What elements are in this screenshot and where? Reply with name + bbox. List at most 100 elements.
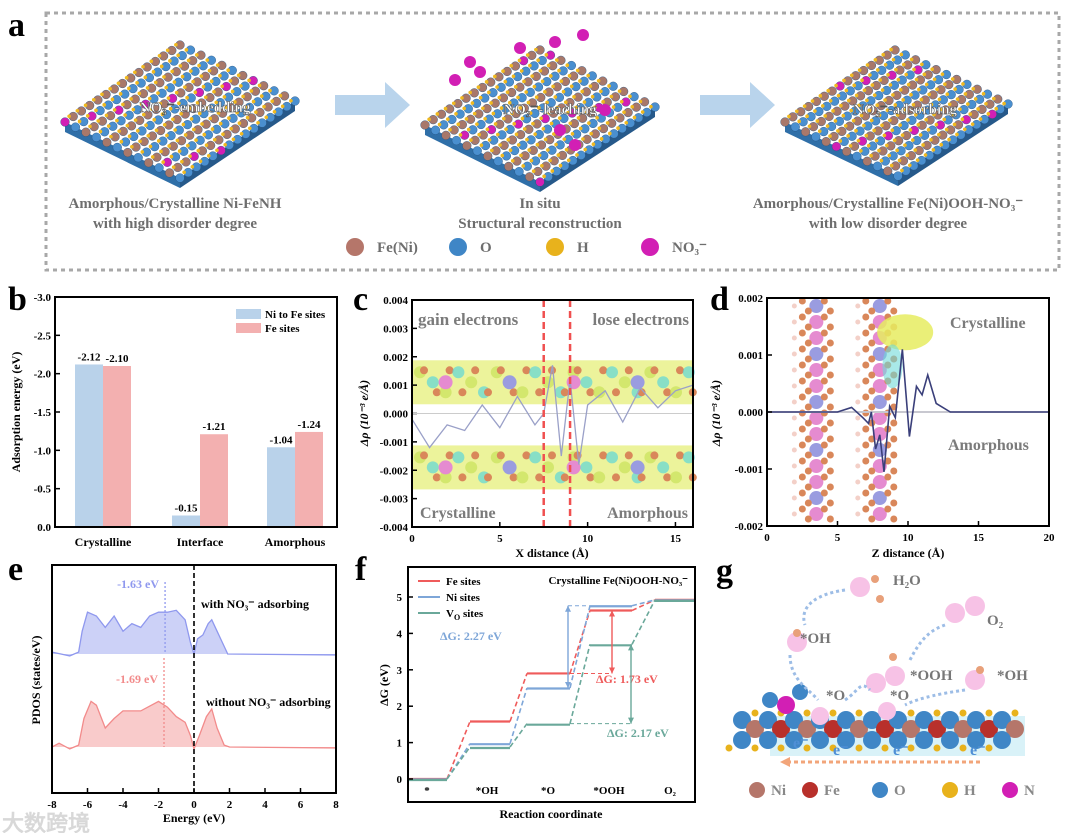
f-xtick-label: * [424,785,430,797]
h-atom [208,116,213,121]
h-atom [188,154,192,158]
h-atom [908,128,913,132]
h-atom [153,80,158,85]
atom [524,172,535,182]
h-atom [256,120,260,125]
h-atom [535,142,540,147]
f-xtick-label: O₂ [664,785,677,797]
h-atom [890,128,895,133]
h-atom [617,89,622,93]
legend-atom-label: O [480,240,492,256]
atom [164,168,175,178]
h-atom [599,89,603,94]
g-o-species [866,673,886,693]
g-label-h2o: H₂O [893,573,921,589]
h-atom [872,93,877,97]
h-atom [75,108,80,113]
h-atom [536,58,540,63]
h-atom [141,64,145,69]
c-atom [663,473,672,482]
e-xtick-label: -8 [47,799,57,811]
g-o-species [965,670,985,690]
atom [70,122,81,132]
g-o-atom [759,731,777,749]
c-atom [420,366,428,375]
g-h-species [876,595,884,603]
h-atom [247,78,251,83]
d-atom [890,451,898,459]
d-atom [804,451,812,459]
g-h-atom [985,709,993,717]
h-atom [899,52,904,57]
h-atom [875,68,880,72]
h-atom [593,105,597,110]
d-atom [884,505,892,513]
d-metal-atom [872,347,887,361]
d-atom [826,355,834,363]
g-h-atom [907,709,915,717]
h-atom [278,93,283,98]
h-atom [554,142,558,147]
h-atom [144,123,148,128]
h-atom [168,59,172,63]
h-atom [889,47,893,52]
h-atom [199,74,204,78]
h-atom [513,85,518,89]
b-ytick-label: -1.0 [34,445,52,457]
d-atom [862,345,870,353]
h-atom [817,129,822,133]
d-atom [826,403,834,411]
h-atom [167,144,171,148]
h-atom [179,111,183,116]
h-atom [161,160,165,164]
b-ytick-label: -2.0 [34,369,52,381]
d-h-atom [855,431,861,437]
d-atom [820,313,828,321]
h-atom [141,112,146,117]
h-atom [83,103,88,108]
f-ylabel: ΔG (eV) [377,664,391,706]
d-atom [826,435,834,443]
h-atom [544,53,549,57]
h-atom [226,68,230,73]
h-atom [206,106,210,110]
atom [451,135,461,146]
h-atom [178,64,183,68]
c-ytick-label: 0.003 [383,323,408,335]
c-metal-atom [630,375,645,390]
h-atom [958,107,962,111]
atom [462,141,472,151]
c-isosurface-blob [529,451,542,464]
h-atom [215,63,220,67]
g-metal-atom [746,720,764,738]
h-atom [849,73,854,78]
h-atom [921,143,925,147]
e-xlabel: Energy (eV) [163,811,225,825]
b-bar-ni [75,364,103,527]
h-atom [846,134,850,138]
h-atom [501,116,506,121]
h-atom [456,122,461,127]
h-atom [546,63,551,68]
g-metal-atom [772,720,790,738]
h-atom [587,121,591,125]
d-atom [826,387,834,395]
d-atom [862,473,870,481]
h-atom [875,103,879,108]
h-atom [539,116,543,121]
h-atom [159,149,163,154]
h-atom [994,106,999,111]
f-arrowhead-icon [565,682,571,688]
h-atom [483,116,487,121]
h-atom [935,87,939,92]
d-metal-atom [809,411,824,425]
d-xtick-label: 15 [973,532,985,544]
g-o-atom [941,711,959,729]
h-atom [127,86,131,91]
h-atom [129,97,133,101]
d-ytick-label: 0.001 [738,350,763,362]
b-bar-value-label: -1.21 [203,421,226,433]
c-metal-atom [438,460,453,475]
b-ylabel: Adsorption energy (eV) [9,352,23,473]
d-h-atom [791,351,797,357]
